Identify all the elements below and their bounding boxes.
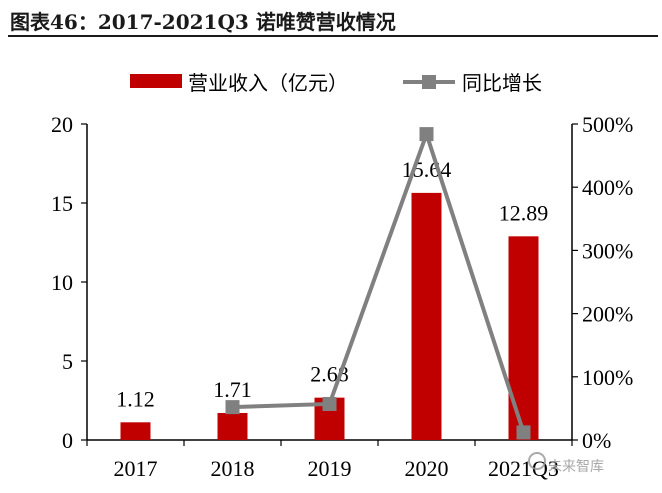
growth-marker	[225, 400, 240, 415]
right-y-tick-label: 200%	[582, 302, 633, 327]
title-divider	[8, 35, 658, 37]
growth-marker	[322, 396, 337, 411]
revenue-bar	[508, 236, 539, 440]
growth-marker	[419, 127, 434, 142]
x-tick-labels: 2017 2018 2019 2020 2021Q3	[114, 456, 559, 481]
left-y-tick-label: 10	[51, 270, 73, 295]
x-tick-label: 2019	[308, 456, 352, 481]
legend-line-marker	[422, 75, 436, 89]
left-y-tick-label: 5	[62, 349, 73, 374]
bar-value-label: 1.71	[213, 377, 252, 402]
left-y-tick-label: 20	[51, 112, 73, 137]
right-y-tick-label: 0%	[582, 428, 611, 453]
bar-value-label: 1.12	[116, 386, 155, 411]
growth-marker	[516, 425, 531, 440]
figure-title: 图表46：2017-2021Q3 诺唯赞营收情况	[10, 10, 396, 34]
revenue-bar	[217, 412, 248, 440]
revenue-bar	[411, 192, 442, 440]
x-tick-label: 2018	[211, 456, 255, 481]
revenue-bar	[120, 422, 151, 440]
legend-bar-swatch	[130, 74, 182, 88]
growth-line-series	[225, 127, 531, 440]
growth-line	[232, 127, 526, 434]
right-y-tick-label: 400%	[582, 175, 633, 200]
x-tick-label: 2017	[114, 456, 158, 481]
chart-legend: 营业收入（亿元） 同比增长	[130, 71, 542, 95]
left-y-tick-label: 15	[51, 191, 73, 216]
watermark-text: 未来智库	[548, 459, 604, 475]
bar-value-label: 12.89	[499, 200, 549, 225]
legend-line-label: 同比增长	[462, 71, 542, 95]
x-tick-label: 2021Q3	[488, 456, 559, 481]
x-tick-label: 2020	[405, 456, 449, 481]
watermark-icon	[528, 452, 546, 470]
left-y-tick-label: 0	[62, 428, 73, 453]
right-y-tick-label: 300%	[582, 238, 633, 263]
legend-bar-label: 营业收入（亿元）	[188, 71, 348, 95]
right-y-tick-label: 500%	[582, 112, 633, 137]
right-y-tick-label: 100%	[582, 365, 633, 390]
